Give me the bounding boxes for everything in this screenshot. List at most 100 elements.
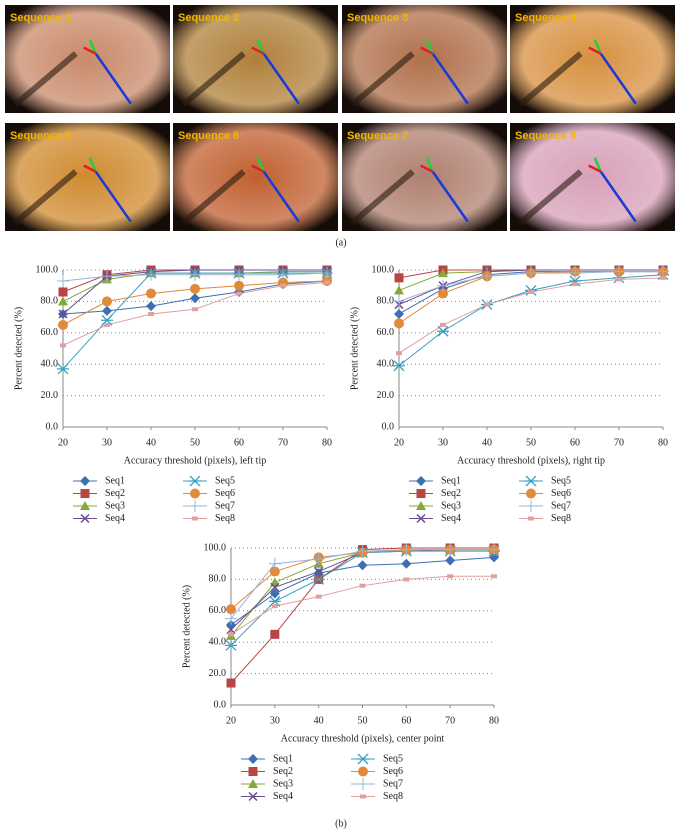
marker xyxy=(146,288,156,299)
legend-label: Seq4 xyxy=(273,791,293,802)
marker xyxy=(102,305,112,316)
photo xyxy=(342,5,507,113)
x-tick-label: 20 xyxy=(226,715,236,726)
marker xyxy=(491,574,497,579)
marker xyxy=(572,282,578,287)
marker xyxy=(616,277,622,282)
x-tick-label: 50 xyxy=(358,715,368,726)
tool-axis xyxy=(599,52,637,105)
x-tick-label: 40 xyxy=(482,437,492,448)
legend-marker xyxy=(248,767,258,776)
legend-label: Seq1 xyxy=(273,753,293,764)
marker xyxy=(488,543,500,556)
tool-left xyxy=(256,39,265,55)
marker xyxy=(314,567,324,577)
legend-marker xyxy=(416,476,426,486)
marker xyxy=(57,274,69,287)
marker xyxy=(57,363,69,375)
x-tick-label: 40 xyxy=(314,715,324,726)
legend-label: Seq4 xyxy=(441,513,461,524)
marker xyxy=(569,267,581,280)
tool-right xyxy=(251,46,265,55)
photo-label: Sequence 8 xyxy=(515,130,576,142)
x-tick-label: 60 xyxy=(570,437,580,448)
photo xyxy=(510,5,675,113)
marker xyxy=(528,289,534,294)
x-tick-label: 50 xyxy=(190,437,200,448)
legend-label: Seq1 xyxy=(441,475,461,486)
marker xyxy=(394,318,404,329)
x-tick-label: 60 xyxy=(401,715,411,726)
photo-label: Sequence 5 xyxy=(10,130,71,142)
marker xyxy=(437,279,449,292)
marker xyxy=(447,574,454,579)
tool-left xyxy=(593,157,602,173)
marker xyxy=(58,287,68,297)
marker xyxy=(102,296,112,307)
marker xyxy=(280,283,286,288)
marker xyxy=(277,268,289,281)
marker xyxy=(226,625,236,635)
marker xyxy=(394,273,404,283)
marker xyxy=(400,543,413,556)
legend-marker xyxy=(526,488,536,499)
tool-left xyxy=(88,39,97,55)
marker xyxy=(269,588,280,599)
marker xyxy=(356,545,369,558)
marker xyxy=(357,560,368,571)
legend-marker xyxy=(190,488,200,499)
legend-marker xyxy=(80,513,90,524)
y-tick-label: 0.0 xyxy=(382,421,395,432)
legend-marker xyxy=(416,513,426,524)
marker xyxy=(437,325,449,337)
x-tick-label: 70 xyxy=(278,437,288,448)
y-tick-label: 80.0 xyxy=(209,574,227,585)
marker xyxy=(394,285,404,295)
legend-label: Seq3 xyxy=(441,500,461,511)
x-tick-label: 30 xyxy=(438,437,448,448)
y-tick-label: 0.0 xyxy=(46,421,59,432)
x-tick-label: 40 xyxy=(146,437,156,448)
y-tick-label: 20.0 xyxy=(377,390,395,401)
marker xyxy=(190,283,200,294)
legend-label: Seq2 xyxy=(105,488,125,499)
marker xyxy=(190,293,200,304)
x-tick-label: 80 xyxy=(322,437,332,448)
legend-marker xyxy=(358,766,368,777)
x-tick-label: 20 xyxy=(58,437,68,448)
marker xyxy=(269,566,280,577)
tool-shadow xyxy=(518,51,583,108)
marker xyxy=(444,543,457,556)
marker xyxy=(660,275,666,280)
marker xyxy=(145,268,157,281)
tool-axis xyxy=(262,170,300,223)
tool-right xyxy=(83,164,97,173)
legend-label: Seq2 xyxy=(441,488,461,499)
marker xyxy=(324,280,330,285)
marker xyxy=(401,558,412,569)
tool-shadow xyxy=(13,169,78,226)
y-tick-label: 100.0 xyxy=(204,542,227,553)
marker xyxy=(58,309,68,319)
y-tick-label: 20.0 xyxy=(209,668,227,679)
x-tick-label: 50 xyxy=(526,437,536,448)
marker xyxy=(393,360,405,372)
legend-label: Seq4 xyxy=(105,513,125,524)
x-tick-label: 80 xyxy=(658,437,668,448)
tool-right xyxy=(588,164,602,173)
tool-left xyxy=(593,39,602,55)
x-tick-label: 60 xyxy=(234,437,244,448)
photo-label: Sequence 3 xyxy=(347,12,408,24)
marker xyxy=(445,555,456,566)
marker xyxy=(192,307,198,312)
y-axis-title: Percent detected (%) xyxy=(181,585,192,668)
legend-marker xyxy=(248,779,258,788)
photo-label: Sequence 2 xyxy=(178,12,239,24)
legend-marker xyxy=(416,489,426,498)
y-axis-title: Percent detected (%) xyxy=(13,307,24,390)
tool-right xyxy=(420,46,434,55)
marker xyxy=(613,265,625,278)
marker xyxy=(489,552,499,563)
tool-axis xyxy=(599,170,637,223)
